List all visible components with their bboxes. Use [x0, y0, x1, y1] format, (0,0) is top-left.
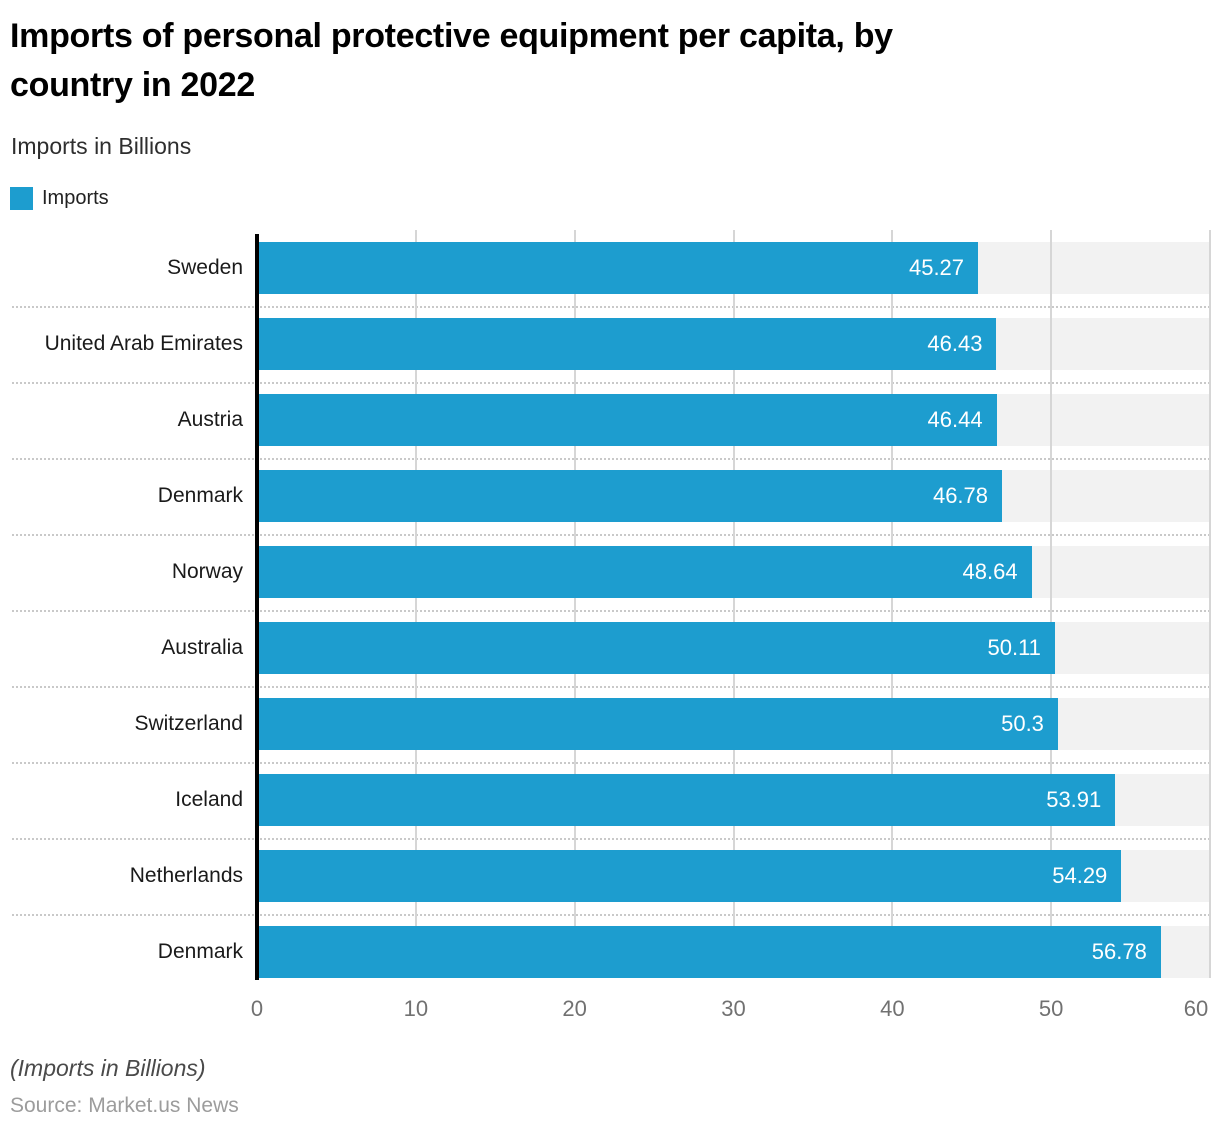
- bar: 50.3: [259, 698, 1058, 750]
- bar: 53.91: [259, 774, 1116, 826]
- value-label: 50.11: [987, 635, 1041, 660]
- category-label: Netherlands: [129, 864, 243, 887]
- bar: 46.44: [259, 394, 997, 446]
- category-label: United Arab Emirates: [44, 332, 243, 355]
- bar: 46.43: [259, 318, 997, 370]
- category-label: Iceland: [175, 788, 243, 811]
- value-label: 48.64: [962, 559, 1018, 584]
- bar-chart-plot-area: Sweden United Arab Emirates Austria Denmark…: [0, 230, 1220, 990]
- value-label: 46.78: [932, 483, 989, 508]
- gridline: [732, 230, 735, 978]
- bar: 48.64: [259, 546, 1032, 598]
- value-label: 54.29: [1052, 863, 1108, 888]
- legend-label: Imports: [42, 187, 109, 209]
- gridline: [891, 230, 894, 978]
- value-label: 53.91: [1046, 787, 1102, 812]
- row-separator: [12, 838, 1210, 840]
- x-axis: 0 10 20 30 40 50 60: [0, 996, 1220, 1024]
- row-separator: [12, 914, 1210, 916]
- gridline: [1209, 230, 1211, 978]
- x-tick-label: 0: [250, 996, 264, 1021]
- gridline: [414, 230, 417, 978]
- x-tick-label: 10: [403, 996, 429, 1021]
- bar: 45.27: [259, 242, 979, 294]
- legend-swatch-icon: [10, 187, 33, 210]
- chart-title-line1: Imports of personal protective equipment…: [10, 17, 893, 55]
- value-label: 45.27: [908, 255, 965, 280]
- x-tick-label: 60: [1183, 996, 1209, 1021]
- chart-title-line2: country in 2022: [10, 66, 255, 104]
- row-separator: [12, 382, 1210, 384]
- value-label: 46.43: [927, 331, 983, 356]
- footer-source: Source: Market.us News: [10, 1094, 239, 1117]
- row-separator: [12, 306, 1210, 308]
- category-label: Denmark: [157, 940, 243, 963]
- row-separator: [12, 762, 1210, 764]
- x-tick-label: 40: [880, 996, 905, 1021]
- category-label: Norway: [171, 560, 243, 583]
- value-label: 46.44: [927, 407, 983, 432]
- chart-title: Imports of personal protective equipment…: [10, 12, 1200, 110]
- value-label: 50.3: [1001, 711, 1044, 736]
- row-separator: [12, 610, 1210, 612]
- row-separator: [12, 534, 1210, 536]
- category-label: Australia: [161, 636, 243, 659]
- category-label: Switzerland: [134, 712, 243, 735]
- x-tick-label: 20: [562, 996, 587, 1021]
- footer-note: (Imports in Billions): [10, 1055, 206, 1081]
- gridline: [1050, 230, 1053, 978]
- gridline: [573, 230, 576, 978]
- x-tick-label: 30: [721, 996, 746, 1021]
- bar: 46.78: [259, 470, 1003, 522]
- y-axis-line: [255, 234, 259, 980]
- value-label: 56.78: [1091, 939, 1147, 964]
- category-label: Denmark: [157, 484, 243, 507]
- bar: 50.11: [259, 622, 1055, 674]
- row-separator: [12, 686, 1210, 688]
- row-separator: [12, 458, 1210, 460]
- legend: Imports: [10, 187, 109, 210]
- chart-subtitle: Imports in Billions: [11, 133, 192, 159]
- bar: 56.78: [259, 926, 1161, 978]
- category-label: Austria: [177, 408, 243, 431]
- x-tick-label: 50: [1038, 996, 1064, 1021]
- bar: 54.29: [259, 850, 1122, 902]
- category-label: Sweden: [167, 256, 243, 279]
